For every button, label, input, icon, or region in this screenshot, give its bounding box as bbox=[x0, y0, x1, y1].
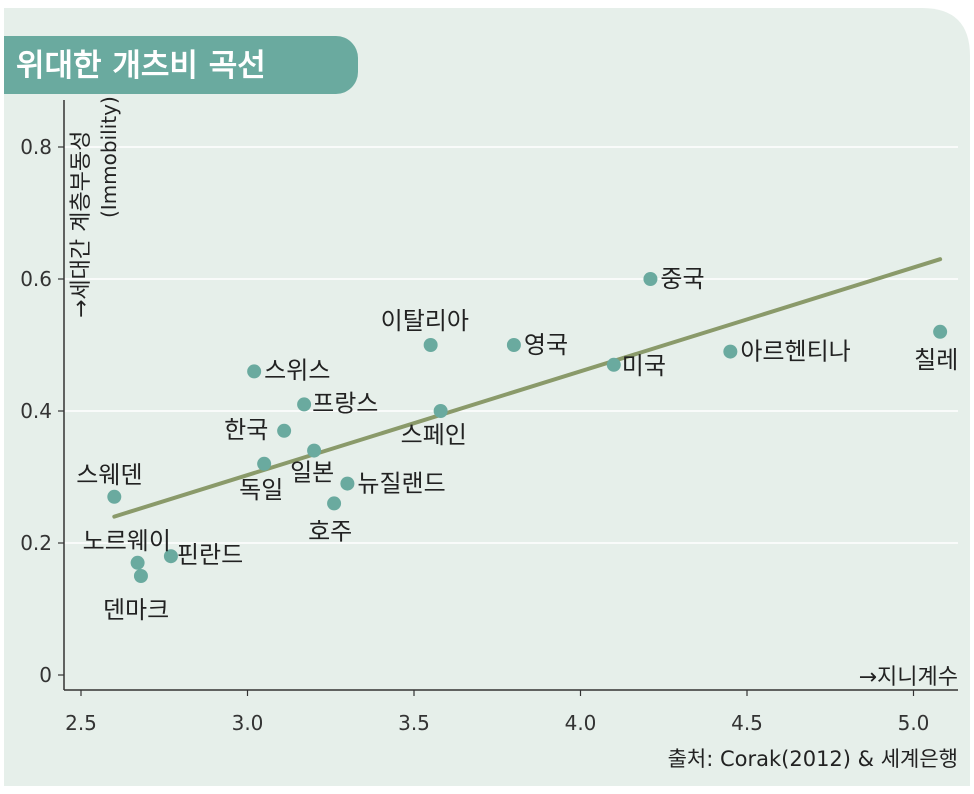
data-point bbox=[723, 344, 738, 359]
data-points bbox=[107, 272, 948, 583]
grid-lines bbox=[64, 146, 958, 544]
data-point bbox=[643, 272, 658, 286]
point-label: 한국 bbox=[224, 416, 268, 444]
point-label: 칠레 bbox=[914, 346, 958, 374]
y-tick-label: 0.6 bbox=[20, 267, 52, 291]
data-point bbox=[247, 364, 262, 379]
point-label: 이탈리아 bbox=[381, 307, 469, 335]
data-point bbox=[327, 496, 342, 511]
data-point bbox=[506, 338, 521, 352]
y-tick-label: 0.2 bbox=[20, 531, 52, 555]
point-label: 노르웨이 bbox=[83, 527, 171, 555]
data-point bbox=[133, 569, 148, 583]
point-label: 핀란드 bbox=[177, 541, 243, 569]
point-label: 미국 bbox=[622, 352, 666, 380]
x-tick-label: 3.5 bbox=[398, 711, 430, 735]
chart-background bbox=[4, 8, 970, 786]
source-note: 출처: Corak(2012) & 세계은행 bbox=[668, 747, 958, 771]
point-label: 아르헨티나 bbox=[740, 338, 850, 366]
point-label: 프랑스 bbox=[312, 389, 378, 417]
data-point bbox=[257, 456, 272, 471]
x-tick-label: 4.5 bbox=[731, 711, 763, 735]
point-label: 덴마크 bbox=[103, 596, 169, 624]
x-tick-label: 3.0 bbox=[232, 711, 264, 735]
trendline bbox=[112, 257, 943, 519]
data-point bbox=[107, 489, 122, 504]
chart-title: 위대한 개츠비 곡선 bbox=[16, 48, 266, 84]
x-tick-label: 2.5 bbox=[65, 711, 97, 735]
y-tick-label: 0.8 bbox=[20, 135, 52, 159]
title-banner bbox=[4, 36, 334, 94]
data-point bbox=[933, 324, 948, 339]
point-label: 독일 bbox=[239, 476, 283, 504]
point-label: 뉴질랜드 bbox=[357, 470, 445, 498]
y-tick-label: 0 bbox=[39, 663, 52, 687]
y-axis-title: →세대간 계층부동성 bbox=[69, 131, 94, 318]
data-point bbox=[277, 423, 292, 438]
data-point bbox=[307, 443, 322, 458]
tick-labels: 0 0.2 0.4 0.6 0.8 2.5 3.0 3.5 4.0 4.5 5.0 bbox=[20, 135, 929, 735]
point-label: 호주 bbox=[308, 517, 352, 545]
point-label: 스페인 bbox=[401, 421, 467, 449]
y-axis-subtitle-group: (Immobility) bbox=[97, 96, 121, 218]
x-axis-title: →지니계수 bbox=[859, 665, 958, 690]
point-label: 중국 bbox=[660, 265, 704, 293]
point-label: 스웨덴 bbox=[76, 461, 142, 489]
title-banner-cap bbox=[300, 36, 358, 94]
data-point bbox=[297, 397, 312, 412]
trendline-group bbox=[112, 257, 943, 519]
y-axis-title-group: →세대간 계층부동성 bbox=[69, 131, 94, 318]
data-point bbox=[130, 555, 145, 570]
point-label: 영국 bbox=[524, 331, 568, 359]
point-label: 스위스 bbox=[264, 356, 330, 384]
y-tick-label: 0.4 bbox=[20, 399, 52, 423]
x-tick-label: 5.0 bbox=[898, 711, 930, 735]
data-point bbox=[340, 476, 355, 491]
data-point bbox=[163, 549, 178, 564]
data-point bbox=[433, 404, 448, 418]
data-point bbox=[606, 357, 621, 372]
x-tick-label: 4.0 bbox=[565, 711, 597, 735]
axes bbox=[63, 100, 958, 691]
data-point bbox=[423, 338, 438, 352]
y-axis-subtitle: (Immobility) bbox=[97, 96, 121, 218]
point-label: 일본 bbox=[290, 459, 334, 487]
